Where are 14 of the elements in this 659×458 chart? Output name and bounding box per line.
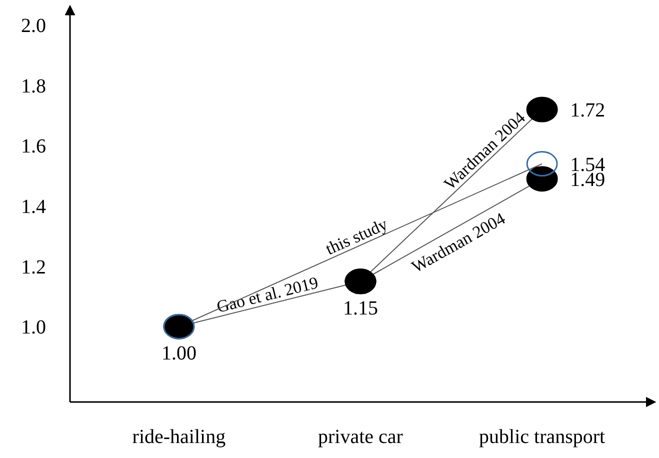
y-tick-label: 2.0: [21, 15, 46, 38]
data-label: 1.15: [343, 297, 378, 320]
text: Gao et al. 2019: [214, 273, 320, 317]
data-label: 1.72: [570, 100, 606, 122]
y-tick-label: 1.6: [21, 136, 46, 158]
y-tick-label: 1.8: [21, 75, 46, 98]
y-tick-label: 1.4: [21, 196, 46, 218]
x-tick-label: ride-hailing: [132, 426, 226, 448]
y-tick-label: 1.0: [21, 316, 46, 339]
y-tick-label: 1.2: [21, 256, 46, 278]
x-tick-label: public transport: [479, 426, 606, 448]
text: this study: [322, 214, 391, 259]
data-label: 1.00: [161, 342, 196, 365]
x-tick-label: private car: [318, 426, 404, 448]
